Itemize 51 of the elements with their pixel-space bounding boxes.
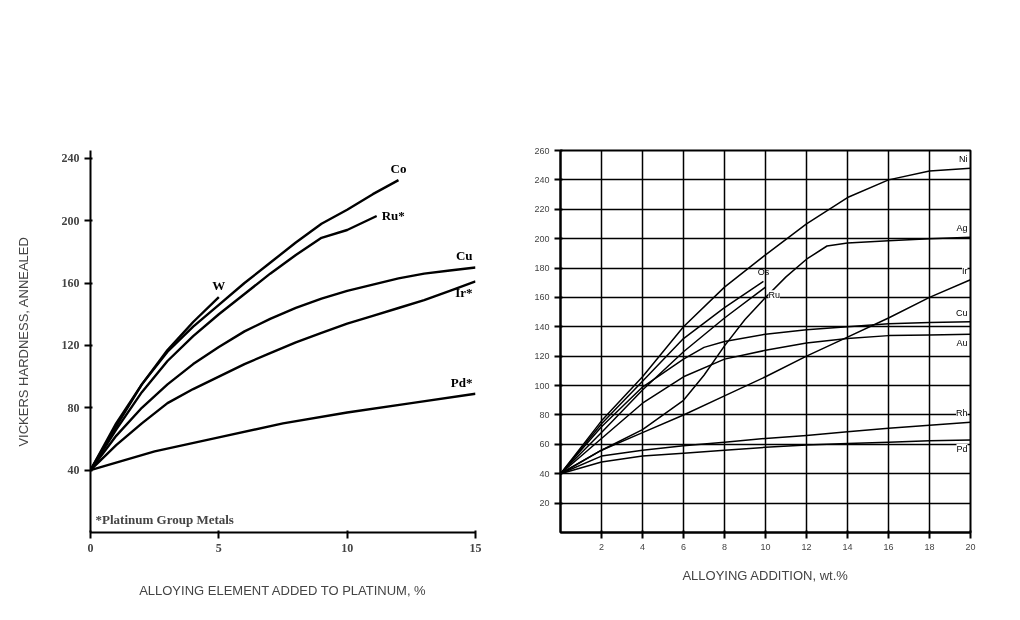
series-label: Co — [390, 161, 407, 177]
series-label: Au — [956, 338, 968, 349]
x-axis-title: ALLOYING ADDITION, wt.% — [682, 567, 849, 583]
series-label: Pd — [956, 443, 968, 454]
y-tick-label: 100 — [534, 380, 550, 391]
x-tick-label: 2 — [599, 541, 605, 552]
y-tick-label: 120 — [61, 338, 80, 353]
x-tick-label: 4 — [640, 541, 646, 552]
y-tick-label: 200 — [61, 213, 80, 228]
series-label: Ni — [959, 154, 968, 165]
x-tick-label: 8 — [722, 541, 728, 552]
x-tick-label: 18 — [924, 541, 935, 552]
series-label: Pd* — [450, 374, 473, 390]
x-tick-label: 10 — [760, 541, 771, 552]
y-tick-label: 260 — [534, 145, 550, 156]
y-tick-label: 160 — [534, 292, 550, 303]
y-tick-label: 220 — [534, 204, 550, 215]
series-label: W — [212, 278, 226, 294]
series-label: Cu — [956, 307, 968, 318]
y-tick-label: 60 — [539, 439, 550, 450]
y-tick-label: 140 — [534, 321, 550, 332]
x-tick-label: 0 — [87, 540, 94, 555]
series-label: Ru* — [381, 208, 405, 224]
x-tick-label: 14 — [842, 541, 853, 552]
y-tick-label: 180 — [534, 263, 550, 274]
x-tick-label: 16 — [883, 541, 894, 552]
series-label: Cu — [455, 248, 473, 264]
x-tick-label: 6 — [681, 541, 687, 552]
y-tick-label: 40 — [67, 463, 80, 478]
y-axis-title: VICKERS HARDNESS, ANNEALED — [15, 237, 31, 447]
y-tick-label: 200 — [534, 233, 550, 244]
series-label: Ru — [768, 290, 781, 301]
series-label: Ir — [962, 265, 968, 276]
y-tick-label: 80 — [539, 409, 550, 420]
y-tick-label: 20 — [539, 498, 550, 509]
y-tick-label: 80 — [67, 400, 80, 415]
y-tick-label: 240 — [61, 151, 80, 166]
x-tick-label: 12 — [801, 541, 812, 552]
series-label: Rh — [956, 408, 968, 419]
annotation: *Platinum Group Metals — [95, 511, 234, 527]
y-tick-label: 160 — [61, 276, 80, 291]
x-tick-label: 15 — [469, 540, 482, 555]
y-tick-label: 40 — [539, 468, 550, 479]
series-label: Ir* — [455, 285, 473, 301]
x-tick-label: 20 — [965, 541, 976, 552]
series-label: Ag — [956, 223, 968, 234]
y-tick-label: 120 — [534, 351, 550, 362]
x-tick-label: 5 — [215, 540, 222, 555]
y-tick-label: 240 — [534, 174, 550, 185]
x-axis-title: ALLOYING ELEMENT ADDED TO PLATINUM, % — [139, 582, 427, 598]
x-tick-label: 10 — [341, 540, 354, 555]
